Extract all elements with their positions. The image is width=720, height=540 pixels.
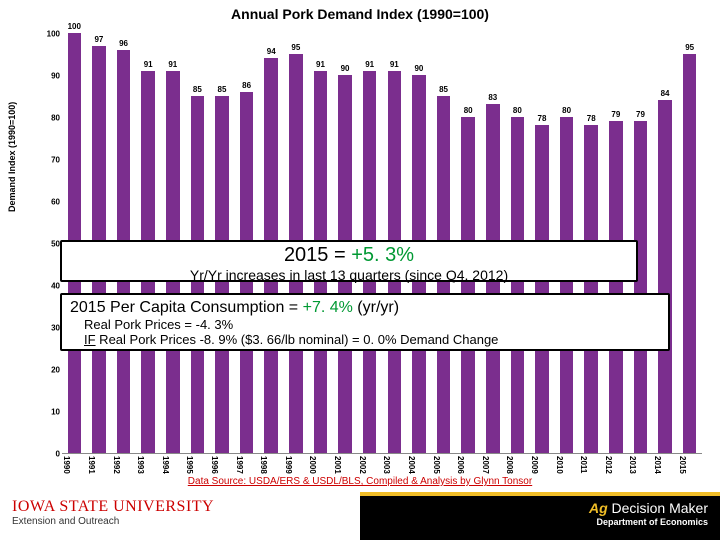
y-tick-label: 80: [44, 114, 60, 123]
ag-decision-maker-logo: Ag Decision Maker Department of Economic…: [589, 500, 708, 527]
callout2-value: +7. 4%: [303, 299, 353, 316]
bar: [535, 125, 549, 453]
callout2-if: IF: [84, 332, 96, 347]
bar-value-label: 91: [161, 60, 185, 69]
bar-value-label: 80: [505, 106, 529, 115]
y-tick-label: 20: [44, 366, 60, 375]
footer-left: IOWA STATE UNIVERSITY Extension and Outr…: [0, 492, 360, 540]
bar-value-label: 85: [210, 85, 234, 94]
bar-value-label: 84: [653, 89, 677, 98]
bar-value-label: 83: [481, 93, 505, 102]
bar-value-label: 95: [284, 43, 308, 52]
bar-value-label: 91: [358, 60, 382, 69]
bar: [584, 125, 598, 453]
bar-value-label: 96: [112, 39, 136, 48]
bar-value-label: 100: [62, 22, 86, 31]
callout2-line2: Real Pork Prices = -4. 3%: [70, 317, 660, 332]
data-source-caption: Data Source: USDA/ERS & USDL/BLS, Compil…: [0, 476, 720, 487]
y-axis-label: Demand Index (1990=100): [7, 102, 17, 212]
y-tick-label: 50: [44, 240, 60, 249]
bar-value-label: 80: [456, 106, 480, 115]
y-tick-label: 30: [44, 324, 60, 333]
callout-value: +5. 3%: [351, 244, 414, 266]
callout-sub-line: Yr/Yr increases in last 13 quarters (sin…: [68, 267, 630, 283]
footer-right: Ag Decision Maker Department of Economic…: [360, 492, 720, 540]
y-tick-label: 100: [44, 30, 60, 39]
callout2-prefix: 2015 Per Capita Consumption =: [70, 299, 303, 316]
bar-value-label: 80: [555, 106, 579, 115]
bar: [658, 100, 672, 453]
y-tick-label: 10: [44, 408, 60, 417]
bar-value-label: 86: [235, 81, 259, 90]
gold-accent-bar: [360, 492, 720, 496]
callout2-suffix: (yr/yr): [353, 299, 399, 316]
bar-value-label: 79: [604, 110, 628, 119]
isu-logo: IOWA STATE UNIVERSITY Extension and Outr…: [12, 498, 214, 527]
adm-dept: Department of Economics: [589, 517, 708, 527]
x-tick-label: 2015: [651, 456, 687, 466]
chart-title: Annual Pork Demand Index (1990=100): [8, 6, 712, 22]
bar: [560, 117, 574, 453]
callout-prefix: 2015 =: [284, 244, 351, 266]
adm-rest: Decision Maker: [608, 500, 708, 516]
footer-band: IOWA STATE UNIVERSITY Extension and Outr…: [0, 492, 720, 540]
bar-value-label: 91: [136, 60, 160, 69]
bar: [609, 121, 623, 453]
callout-2015-change: 2015 = +5. 3% Yr/Yr increases in last 13…: [60, 240, 638, 282]
bar-value-label: 94: [259, 47, 283, 56]
slide: Annual Pork Demand Index (1990=100) Dema…: [0, 0, 720, 540]
bar-value-label: 85: [432, 85, 456, 94]
callout-main-line: 2015 = +5. 3%: [68, 244, 630, 267]
y-tick-label: 90: [44, 72, 60, 81]
y-tick-label: 60: [44, 198, 60, 207]
bar: [461, 117, 475, 453]
isu-name: IOWA STATE UNIVERSITY: [12, 498, 214, 516]
callout2-rest: Real Pork Prices -8. 9% ($3. 66/lb nomin…: [96, 332, 499, 347]
bar-value-label: 91: [308, 60, 332, 69]
bar: [634, 121, 648, 453]
bar-value-label: 97: [87, 35, 111, 44]
bar: [511, 117, 525, 453]
callout2-line1: 2015 Per Capita Consumption = +7. 4% (yr…: [70, 299, 660, 317]
bar-value-label: 78: [530, 114, 554, 123]
adm-ag: Ag: [589, 500, 608, 516]
footer: Data Source: USDA/ERS & USDL/BLS, Compil…: [0, 492, 720, 540]
isu-subtitle: Extension and Outreach: [12, 516, 214, 527]
y-tick-label: 70: [44, 156, 60, 165]
bar-value-label: 90: [407, 64, 431, 73]
bar-value-label: 91: [382, 60, 406, 69]
adm-line1: Ag Decision Maker: [589, 500, 708, 516]
bar-value-label: 78: [579, 114, 603, 123]
bar-value-label: 95: [678, 43, 702, 52]
y-tick-label: 40: [44, 282, 60, 291]
callout-per-capita: 2015 Per Capita Consumption = +7. 4% (yr…: [60, 293, 670, 351]
bar-value-label: 90: [333, 64, 357, 73]
bar: [683, 54, 697, 453]
bar-value-label: 85: [185, 85, 209, 94]
bar-value-label: 79: [628, 110, 652, 119]
callout2-line3: IF Real Pork Prices -8. 9% ($3. 66/lb no…: [70, 332, 660, 347]
